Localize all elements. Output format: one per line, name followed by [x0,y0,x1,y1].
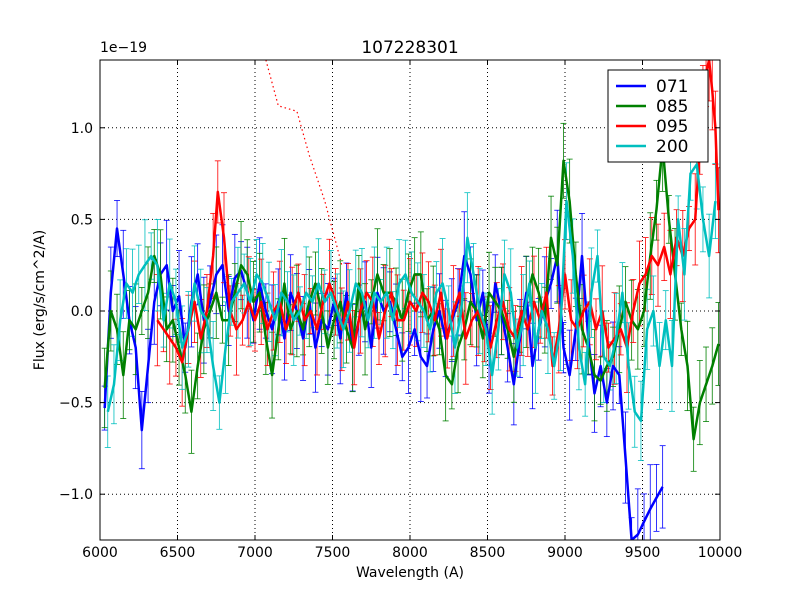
axis-ticks: 6000 6500 7000 7500 8000 8500 9000 9500 10000 −1.… [59,60,742,561]
y-tick-label: −1.0 [59,487,93,503]
x-tick-label: 9500 [625,545,661,561]
series-line-095 [156,60,720,368]
series-line-200 [106,163,717,423]
series-line-071 [103,227,664,540]
x-axis-label: Wavelength (A) [356,565,464,581]
y-tick-label: −0.5 [59,396,93,412]
x-tick-label: 6000 [82,545,118,561]
x-tick-label: 7500 [315,545,351,561]
x-tick-label: 8000 [392,545,428,561]
legend-label-071: 071 [656,77,688,97]
x-tick-label: 8500 [470,545,506,561]
x-tick-label: 9000 [547,545,583,561]
series-layer [101,60,720,540]
y-tick-label: 1.0 [71,121,93,137]
legend-label-085: 085 [656,97,688,117]
legend-label-095: 095 [656,117,688,137]
x-tick-label: 6500 [160,545,196,561]
y-axis-multiplier: 1e−19 [100,40,147,56]
chart-title: 107228301 [361,38,458,58]
y-tick-label: 0.5 [71,212,93,228]
legend-label-200: 200 [656,137,688,157]
x-tick-label: 7000 [237,545,273,561]
x-tick-label: 10000 [698,545,743,561]
template-line [265,60,343,266]
y-axis-label: Flux (erg/s/cm^2/A) [32,230,48,370]
y-tick-label: 0.0 [71,304,93,320]
